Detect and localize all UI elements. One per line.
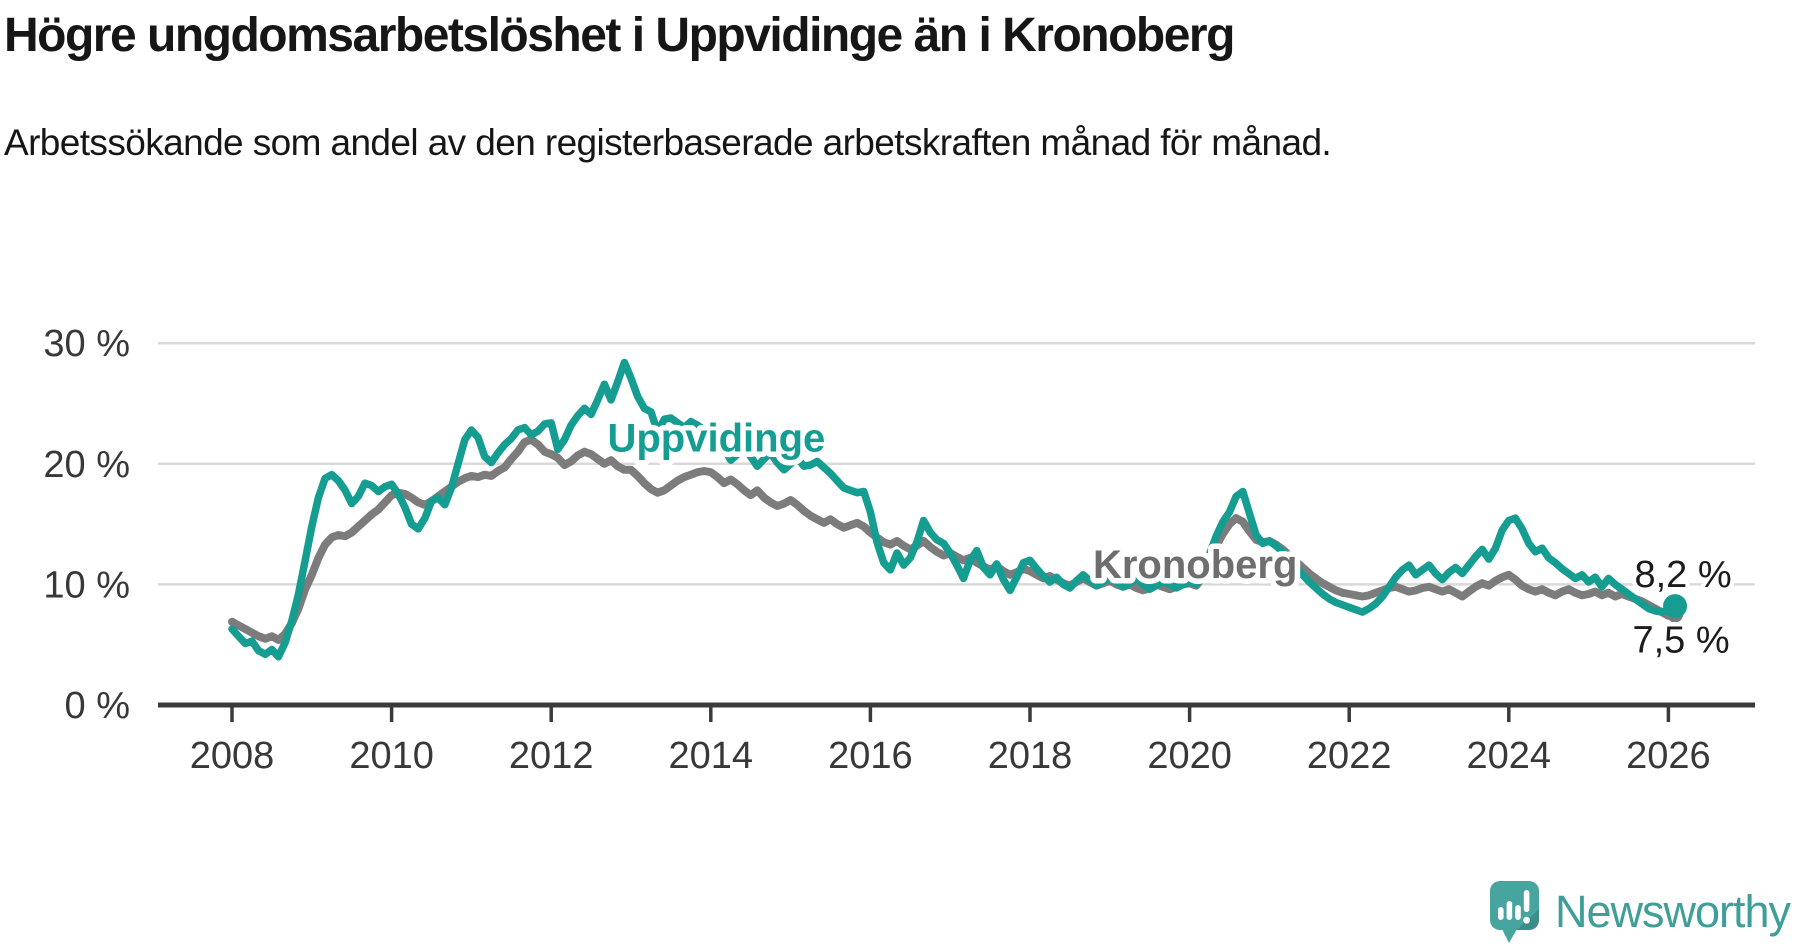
- series-label-uppvidinge: Uppvidinge: [607, 416, 825, 460]
- y-axis-label: 20 %: [43, 444, 130, 486]
- x-axis-label: 2022: [1307, 735, 1392, 777]
- x-axis-label: 2020: [1147, 735, 1232, 777]
- x-axis-label: 2018: [988, 735, 1073, 777]
- newsworthy-logo-icon: [1490, 881, 1539, 943]
- end-value-label-kronoberg: 7,5 %: [1632, 620, 1729, 662]
- x-axis-label: 2026: [1626, 735, 1711, 777]
- chart-subtitle: Arbetssökande som andel av den registerb…: [4, 122, 1332, 163]
- y-axis-label: 10 %: [43, 564, 130, 606]
- x-axis-label: 2010: [349, 735, 434, 777]
- logo-bar-chart-glyph: [1498, 890, 1530, 924]
- y-axis-label: 0 %: [65, 685, 130, 727]
- series-line-uppvidinge: [228, 358, 1679, 661]
- end-value-label-uppvidinge: 8,2 %: [1634, 554, 1731, 596]
- series-label-kronoberg: Kronoberg: [1093, 543, 1297, 587]
- y-axis-label: 30 %: [43, 323, 130, 365]
- end-dot-uppvidinge: [1663, 594, 1688, 619]
- x-axis-label: 2012: [509, 735, 594, 777]
- newsworthy-logo-text: Newsworthy: [1555, 886, 1791, 937]
- series-line-kronoberg: [228, 435, 1679, 644]
- chart-title: Högre ungdomsarbetslöshet i Uppvidinge ä…: [4, 9, 1235, 62]
- newsworthy-logo: Newsworthy: [1489, 880, 1791, 944]
- x-axis-label: 2008: [190, 735, 275, 777]
- logo-speech-tail: [1502, 929, 1517, 943]
- x-axis-label: 2024: [1467, 735, 1552, 777]
- x-axis-label: 2016: [828, 735, 913, 777]
- x-axis-label: 2014: [669, 735, 754, 777]
